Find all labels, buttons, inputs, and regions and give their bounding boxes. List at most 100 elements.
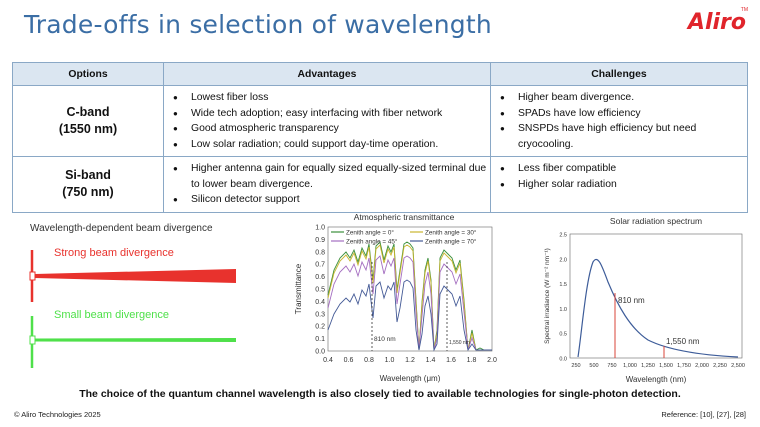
atmos-y-tick: 0.3 xyxy=(315,311,325,318)
atmos-x-label: Wavelength (μm) xyxy=(380,374,441,383)
legend-label-0deg: Zenith angle = 0° xyxy=(346,229,394,237)
header-challenges: Challenges xyxy=(490,62,748,86)
strong-beam-aperture xyxy=(29,271,36,281)
atmos-plot-area xyxy=(327,226,493,352)
solar-y-tick: 1.5 xyxy=(559,282,567,288)
atmos-y-tick: 0.1 xyxy=(315,336,325,343)
atmos-y-label: Transmittance xyxy=(294,263,303,314)
solar-y-tick: 2.5 xyxy=(559,233,567,239)
solar-x-tick: 500 xyxy=(589,363,598,369)
option-wavelength: (1550 nm) xyxy=(58,122,118,136)
page-title: Trade-offs in selection of wavelength xyxy=(24,10,492,39)
atmos-x-tick: 1.6 xyxy=(446,357,456,364)
list-item: Low solar radiation; could support day-t… xyxy=(165,137,489,153)
beam-divergence-figure: Strong beam divergence Small beam diverg… xyxy=(29,247,236,368)
atmos-y-tick: 0.0 xyxy=(315,349,325,356)
atmos-curve-30deg xyxy=(327,244,492,351)
atmos-x-ticks: 0.4 0.6 0.8 1.0 1.2 1.4 1.6 1.8 2.0 xyxy=(323,357,497,364)
challenges-cband: Higher beam divergence. SPADs have low e… xyxy=(490,85,748,157)
logo-text: Aliro xyxy=(687,10,746,35)
list-item: SNSPDs have high efficiency but need cry… xyxy=(492,121,746,152)
list-item: Higher solar radiation xyxy=(492,177,746,193)
atmos-curve-0deg xyxy=(327,241,492,351)
list-item: Higher antenna gain for equally sized eq… xyxy=(165,161,489,192)
solar-y-tick: 0.5 xyxy=(559,332,567,338)
atmos-x-tick: 1.2 xyxy=(405,357,415,364)
atmos-y-ticks: 1.0 0.9 0.8 0.7 0.6 0.5 0.4 0.3 0.2 0.1 0.0 xyxy=(315,225,325,356)
solar-y-tick: 0.0 xyxy=(559,357,567,363)
option-cband: C-band (1550 nm) xyxy=(12,85,164,157)
list-item: Good atmospheric transparency xyxy=(165,121,489,137)
tradeoff-table: Options Advantages Challenges C-band (15… xyxy=(12,62,748,213)
small-beam-label: Small beam divergence xyxy=(54,309,169,321)
list-item: Higher beam divergence. xyxy=(492,90,746,106)
legend-label-45deg: Zenith angle = 45° xyxy=(346,238,398,246)
atmos-x-tick: 2.0 xyxy=(487,357,497,364)
solar-y-tick: 1.0 xyxy=(559,307,567,313)
atmos-x-tick: 0.4 xyxy=(323,357,333,364)
atmos-marker-810-label: 810 nm xyxy=(374,336,396,343)
option-siband: Si-band (750 nm) xyxy=(12,156,164,213)
solar-x-label: Wavelength (nm) xyxy=(626,375,687,384)
solar-marker-810-label: 810 nm xyxy=(618,296,645,305)
atmos-legend: Zenith angle = 0° Zenith angle = 30° Zen… xyxy=(331,229,477,246)
option-wavelength: (750 nm) xyxy=(62,185,114,200)
atmos-chart-title: Atmospheric transmittance xyxy=(354,212,455,222)
copyright: © Aliro Technologies 2025 xyxy=(14,410,101,419)
header-advantages: Advantages xyxy=(163,62,491,86)
strong-beam-label: Strong beam divergence xyxy=(54,247,174,259)
advantages-cband: Lowest fiber loss Wide tech adoption; ea… xyxy=(163,85,491,157)
list-item: SPADs have low efficiency xyxy=(492,106,746,122)
solar-x-tick: 2,500 xyxy=(731,363,745,369)
footer-note: The choice of the quantum channel wavele… xyxy=(79,388,681,400)
solar-x-ticks: 250 500 750 1,000 1,250 1,500 1,750 2,000 2,250 2… xyxy=(571,363,744,369)
solar-y-ticks: 2.5 2.0 1.5 1.0 0.5 0.0 xyxy=(559,233,567,363)
atmos-y-tick: 0.8 xyxy=(315,249,325,256)
atmos-curve-70deg xyxy=(327,279,492,352)
atmos-x-tick: 1.8 xyxy=(467,357,477,364)
beam-panel-title: Wavelength-dependent beam divergence xyxy=(30,223,213,234)
small-beam xyxy=(35,338,236,342)
atmospheric-transmittance-chart: Atmospheric transmittance 1.0 0.9 0.8 0.7 0.… xyxy=(294,212,497,383)
atmos-y-tick: 0.2 xyxy=(315,324,325,331)
solar-x-tick: 2,000 xyxy=(695,363,709,369)
solar-plot-area xyxy=(569,233,743,359)
solar-chart-title: Solar radiation spectrum xyxy=(610,216,702,226)
table-row-siband: Si-band (750 nm) Higher antenna gain for… xyxy=(12,156,748,213)
aliro-logo: Aliro TM xyxy=(687,7,748,35)
list-item: Silicon detector support xyxy=(165,192,489,208)
atmos-y-tick: 0.7 xyxy=(315,262,325,269)
solar-x-tick: 250 xyxy=(571,363,580,369)
advantages-siband: Higher antenna gain for equally sized eq… xyxy=(163,156,491,213)
solar-x-tick: 1,000 xyxy=(623,363,637,369)
atmos-y-tick: 0.6 xyxy=(315,274,325,281)
atmos-x-tick: 1.0 xyxy=(385,357,395,364)
atmos-y-tick: 0.5 xyxy=(315,287,325,294)
atmos-curve-45deg xyxy=(327,255,492,351)
header-options: Options xyxy=(12,62,164,86)
reference: Reference: [10], [27], [28] xyxy=(661,410,746,419)
table-row-cband: C-band (1550 nm) Lowest fiber loss Wide … xyxy=(12,85,748,157)
atmos-y-tick: 0.4 xyxy=(315,299,325,306)
solar-y-tick: 2.0 xyxy=(559,257,567,263)
list-item: Less fiber compatible xyxy=(492,161,746,177)
atmos-x-tick: 0.8 xyxy=(364,357,374,364)
list-item: Wide tech adoption; easy interfacing wit… xyxy=(165,106,489,122)
solar-marker-1550-label: 1,550 nm xyxy=(666,337,700,346)
solar-x-tick: 2,250 xyxy=(713,363,727,369)
atmos-y-tick: 0.9 xyxy=(315,237,325,244)
solar-x-tick: 1,750 xyxy=(677,363,691,369)
solar-radiation-chart: Solar radiation spectrum 2.5 2.0 1.5 1.0 0.5… xyxy=(544,216,745,384)
table-header-row: Options Advantages Challenges xyxy=(12,62,748,86)
solar-x-tick: 750 xyxy=(607,363,616,369)
atmos-x-tick: 0.6 xyxy=(344,357,354,364)
option-name: Si-band xyxy=(65,168,111,183)
solar-x-tick: 1,250 xyxy=(641,363,655,369)
atmos-y-tick: 1.0 xyxy=(315,225,325,232)
challenges-siband: Less fiber compatible Higher solar radia… xyxy=(490,156,748,213)
legend-label-70deg: Zenith angle = 70° xyxy=(425,238,477,246)
solar-x-tick: 1,500 xyxy=(659,363,673,369)
atmos-marker-1550-label: 1,550 nm xyxy=(449,340,470,346)
atmos-x-tick: 1.4 xyxy=(426,357,436,364)
solar-irradiance-curve xyxy=(577,258,739,358)
